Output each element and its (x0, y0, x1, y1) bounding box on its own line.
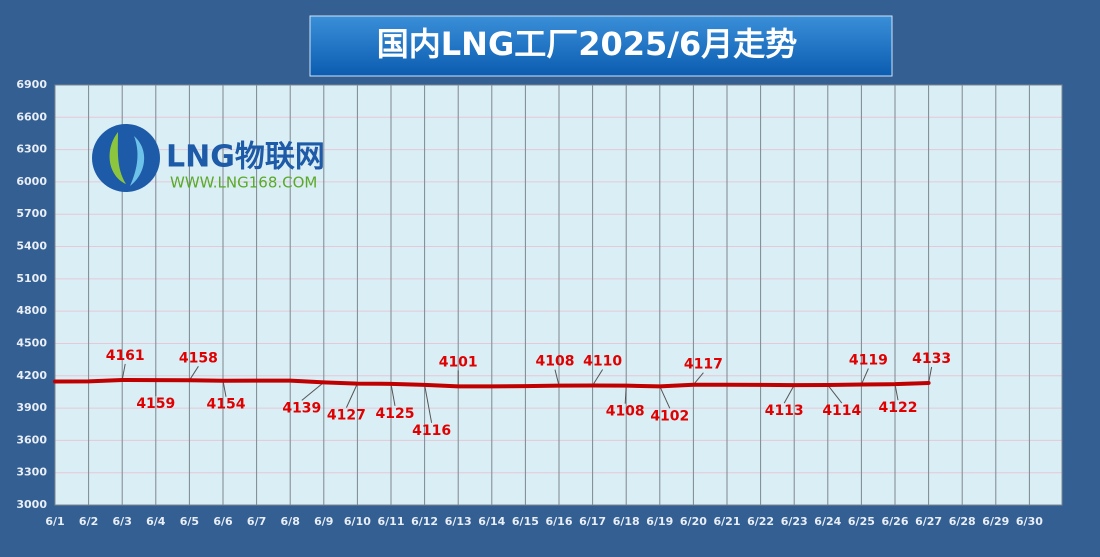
data-label: 4133 (912, 351, 951, 367)
leader-line (424, 384, 433, 423)
leader-line (894, 384, 899, 401)
y-tick-label: 6000 (16, 175, 47, 188)
y-tick-label: 4800 (16, 304, 47, 317)
data-label: 4161 (106, 348, 145, 364)
leader-line (390, 383, 396, 406)
logo: LNG物联网 WWW.LNG168.COM (92, 124, 325, 192)
x-tick-label: 6/6 (213, 515, 233, 528)
logo-circle (92, 124, 160, 192)
x-tick-label: 6/15 (512, 515, 539, 528)
y-tick-label: 3300 (16, 466, 47, 479)
data-label: 4116 (412, 423, 451, 439)
leader-line (827, 384, 843, 404)
y-tick-label: 5100 (16, 272, 47, 285)
leader-line (659, 386, 671, 409)
x-tick-label: 6/5 (180, 515, 199, 528)
leader-line (121, 363, 126, 381)
leader-line (554, 369, 560, 386)
x-tick-label: 6/17 (579, 515, 606, 528)
y-tick-label: 3000 (16, 498, 47, 511)
x-tick-label: 6/21 (714, 515, 741, 528)
x-tick-label: 6/22 (747, 515, 774, 528)
leader-line (188, 366, 199, 381)
leader-line (345, 383, 358, 408)
x-tick-label: 6/23 (781, 515, 808, 528)
y-tick-label: 5700 (16, 207, 47, 220)
logo-leaf (109, 132, 126, 184)
x-tick-label: 6/29 (982, 515, 1009, 528)
leader-line (301, 381, 325, 401)
x-tick-label: 6/25 (848, 515, 875, 528)
data-label: 4159 (136, 396, 175, 412)
x-tick-label: 6/26 (882, 515, 909, 528)
y-tick-label: 3600 (16, 433, 47, 446)
data-label: 4122 (879, 400, 918, 416)
x-tick-label: 6/14 (478, 515, 505, 528)
data-label: 4125 (376, 406, 415, 422)
x-tick-label: 6/12 (411, 515, 438, 528)
x-tick-label: 6/8 (281, 515, 300, 528)
x-tick-label: 6/18 (613, 515, 640, 528)
data-label: 4101 (439, 354, 478, 370)
data-label: 4139 (282, 400, 321, 416)
leader-line (624, 385, 627, 404)
leader-line (783, 384, 795, 404)
data-label: 4154 (207, 397, 246, 413)
x-tick-label: 6/19 (646, 515, 673, 528)
leader-line (860, 368, 869, 385)
data-label: 4113 (765, 403, 804, 419)
x-tick-label: 6/4 (146, 515, 166, 528)
y-tick-label: 6300 (16, 143, 47, 156)
x-tick-label: 6/13 (445, 515, 472, 528)
data-label: 4108 (606, 404, 645, 420)
data-label: 4114 (822, 403, 861, 419)
y-tick-label: 4500 (16, 336, 47, 349)
leader-line (222, 380, 227, 397)
data-label: 4110 (583, 353, 622, 369)
leader-line (928, 366, 933, 384)
line (53, 377, 931, 389)
x-tick-label: 6/9 (314, 515, 333, 528)
data-label: 4127 (327, 408, 366, 424)
x-tick-label: 6/28 (949, 515, 976, 528)
x-tick-label: 6/30 (1016, 515, 1043, 528)
data-label: 4108 (536, 354, 575, 370)
data-label: 4117 (684, 357, 723, 373)
y-tick-label: 6600 (16, 110, 47, 123)
data-label: 4158 (179, 350, 218, 366)
x-tick-label: 6/20 (680, 515, 707, 528)
title-box (309, 15, 893, 77)
x-tick-label: 6/24 (814, 515, 841, 528)
x-tick-label: 6/27 (915, 515, 942, 528)
x-tick-label: 6/7 (247, 515, 266, 528)
y-tick-label: 4200 (16, 369, 47, 382)
x-tick-label: 6/3 (113, 515, 132, 528)
data-label: 4102 (650, 408, 689, 424)
leader-line (592, 369, 604, 386)
logo-url: WWW.LNG168.COM (170, 174, 317, 192)
x-tick-label: 6/16 (546, 515, 573, 528)
y-tick-label: 6900 (16, 78, 47, 91)
y-tick-label: 5400 (16, 240, 47, 253)
y-tick-label: 3900 (16, 401, 47, 414)
data-label: 4119 (849, 352, 888, 368)
logo-name: LNG物联网 (166, 140, 325, 175)
chart-title: 国内LNG工厂2025/6月走势 (377, 25, 797, 63)
x-tick-label: 6/2 (79, 515, 98, 528)
logo-leaf (130, 136, 145, 186)
x-tick-label: 6/1 (45, 515, 64, 528)
x-tick-label: 6/11 (378, 515, 405, 528)
x-tick-label: 6/10 (344, 515, 371, 528)
plot-border (54, 84, 1063, 506)
